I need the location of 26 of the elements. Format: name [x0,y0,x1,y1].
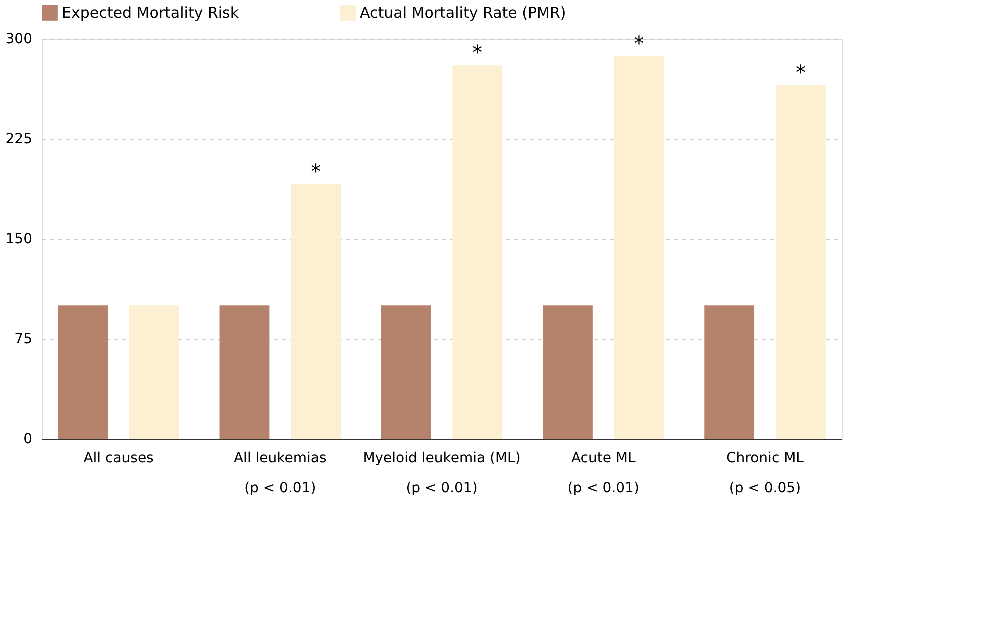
x-tick-label: All leukemias (p < 0.01) [234,450,327,496]
y-tick-label: 75 [14,332,32,348]
bar [381,306,432,439]
bar [614,56,664,439]
legend-label: Expected Mortality Risk [62,4,240,22]
bar [291,184,341,439]
data-label: * [796,60,806,85]
bar [776,86,826,439]
y-tick-label: 300 [6,32,32,48]
bar [452,66,503,439]
x-tick-label: Myeloid leukemia (ML) (p < 0.01) [363,450,521,496]
bar [543,306,593,439]
y-tick-label: 150 [6,232,32,248]
legend-label: Actual Mortality Rate (PMR) [360,4,566,22]
x-tick-label: All causes [84,450,154,466]
data-label: * [634,31,644,56]
data-label: * [311,159,322,184]
data-label: * [472,40,483,65]
bar [58,306,108,439]
y-tick-label: 0 [24,432,32,448]
y-tick-label: 225 [6,132,32,148]
bar [220,306,270,439]
x-tick-label: Acute ML (p < 0.01) [568,450,640,496]
bar [129,306,180,439]
bar [704,306,755,439]
x-tick-label: Chronic ML (p < 0.05) [726,450,804,496]
